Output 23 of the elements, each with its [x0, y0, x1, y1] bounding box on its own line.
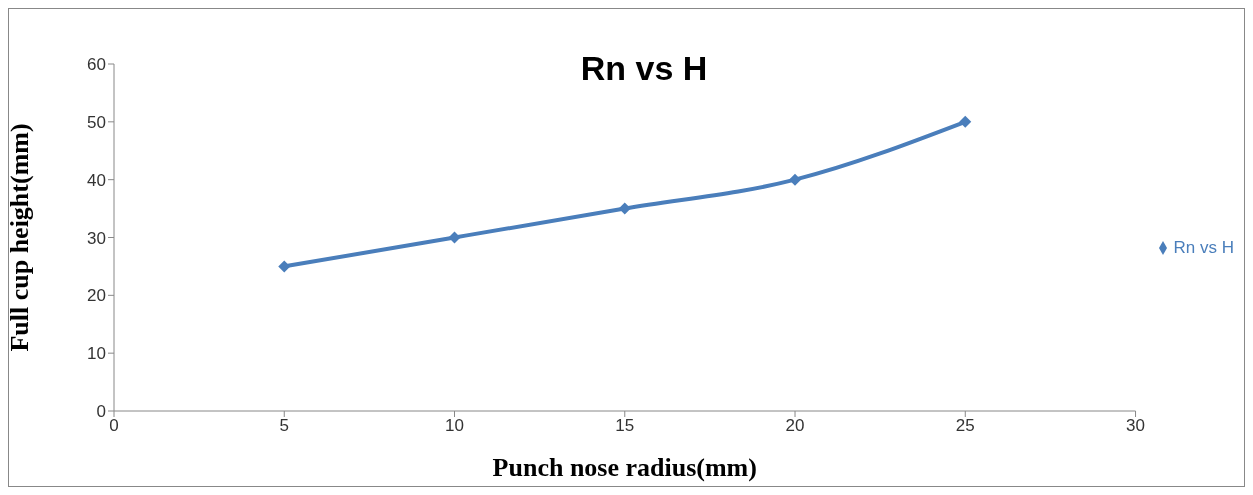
- point: [448, 231, 461, 244]
- x-tick-label: 10: [445, 416, 464, 436]
- y-tick-label: 40: [87, 170, 106, 190]
- chart-title: Rn vs H: [580, 49, 708, 87]
- x-tick-label: 25: [955, 416, 975, 436]
- legend-label: Rn vs H: [1173, 237, 1234, 257]
- x-tick-label: 15: [615, 416, 635, 436]
- x-tick-label: 30: [1126, 416, 1145, 436]
- y-tick-label: 0: [96, 402, 106, 422]
- y-tick-label: 10: [87, 344, 106, 364]
- point: [959, 115, 972, 128]
- y-tick-label: 60: [87, 55, 106, 75]
- x-tick-label: 5: [279, 416, 289, 436]
- x-tick-label: 0: [109, 416, 119, 436]
- x-axis-title: Punch nose radius(mm): [492, 453, 757, 482]
- y-tick-label: 20: [87, 286, 106, 306]
- x-tick-label: 20: [785, 416, 805, 436]
- point: [278, 260, 291, 273]
- point: [618, 202, 631, 215]
- point: [789, 173, 802, 186]
- y-tick-label: 30: [87, 228, 106, 248]
- y-tick-label: 50: [87, 112, 106, 132]
- y-axis-title: Full cup height(mm): [5, 123, 35, 352]
